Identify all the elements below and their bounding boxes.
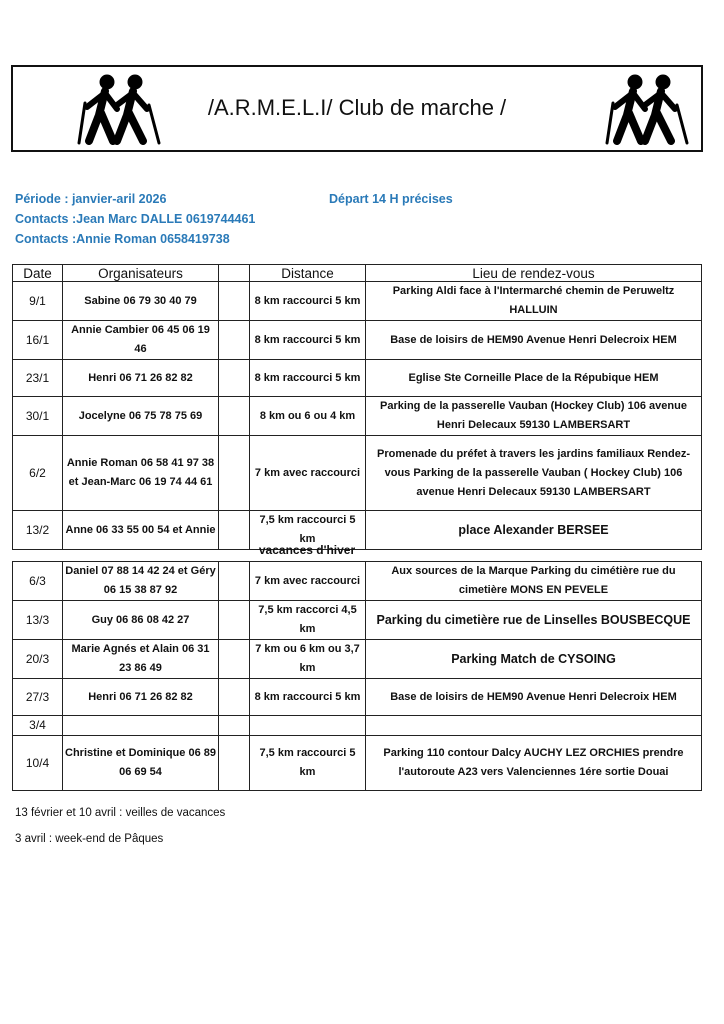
organisateur-cell: Annie Roman 06 58 41 97 38 et Jean-Marc … xyxy=(62,435,219,511)
distance-cell: 8 km ou 6 ou 4 km xyxy=(249,396,366,436)
blank-cell xyxy=(218,735,250,791)
distance-cell xyxy=(249,715,366,736)
contact-2: Contacts :Annie Roman 0658419738 xyxy=(15,232,230,246)
blank-cell xyxy=(218,600,250,640)
organisateur-cell: Jocelyne 06 75 78 75 69 xyxy=(62,396,219,436)
distance-cell: 8 km raccourci 5 km xyxy=(249,320,366,360)
lieu-cell: Base de loisirs de HEM90 Avenue Henri De… xyxy=(365,320,702,360)
table-row: 13/3 Guy 06 86 08 42 27 7,5 km raccorci 4,… xyxy=(12,600,702,640)
col-blank xyxy=(218,264,250,282)
blank-cell xyxy=(218,435,250,511)
schedule-table-2: 6/3 Daniel 07 88 14 42 24 et Géry 06 15 3… xyxy=(12,561,702,791)
schedule-table: Date Organisateurs Distance Lieu de rend… xyxy=(12,264,702,550)
page-title: /A.R.M.E.L.I/ Club de marche / xyxy=(207,95,507,120)
table-row: 30/1 Jocelyne 06 75 78 75 69 8 km ou 6 ou … xyxy=(12,396,702,436)
distance-cell: 7,5 km raccorci 4,5 km xyxy=(249,600,366,640)
lieu-cell xyxy=(365,715,702,736)
table-row: 3/4 xyxy=(12,715,702,736)
blank-cell xyxy=(218,510,250,550)
lieu-cell: Aux sources de la Marque Parking du cimé… xyxy=(365,561,702,601)
organisateur-cell: Annie Cambier 06 45 06 19 46 xyxy=(62,320,219,360)
table-row: 20/3 Marie Agnés et Alain 06 31 23 86 49 7… xyxy=(12,639,702,679)
distance-cell: 7 km avec raccourci xyxy=(249,435,366,511)
lieu-cell: Parking du cimetière rue de Linselles BO… xyxy=(365,600,702,640)
col-date: Date xyxy=(12,264,63,282)
col-lieu: Lieu de rendez-vous xyxy=(365,264,702,282)
blank-cell xyxy=(218,359,250,397)
distance-cell: 7 km ou 6 km ou 3,7 km xyxy=(249,639,366,679)
walkers-icon xyxy=(77,74,161,145)
table-row: 16/1 Annie Cambier 06 45 06 19 46 8 km rac… xyxy=(12,320,702,360)
date-cell: 6/3 xyxy=(12,561,63,601)
organisateur-cell: Daniel 07 88 14 42 24 et Géry 06 15 38 8… xyxy=(62,561,219,601)
date-cell: 13/2 xyxy=(12,510,63,550)
table-row: 6/2 Annie Roman 06 58 41 97 38 et Jean-Ma… xyxy=(12,435,702,511)
table-row: 27/3 Henri 06 71 26 82 82 8 km raccourci 5… xyxy=(12,678,702,716)
info-block: Période : janvier-aril 2026 Contacts :Je… xyxy=(15,189,255,249)
lieu-cell: Parking 110 contour Dalcy AUCHY LEZ ORCH… xyxy=(365,735,702,791)
col-organisateurs: Organisateurs xyxy=(62,264,219,282)
blank-cell xyxy=(218,281,250,321)
vacances-label: vacances d'hiver xyxy=(258,543,356,557)
date-cell: 27/3 xyxy=(12,678,63,716)
date-cell: 10/4 xyxy=(12,735,63,791)
walkers-icon xyxy=(605,74,689,145)
lieu-cell: Base de loisirs de HEM90 Avenue Henri De… xyxy=(365,678,702,716)
organisateur-cell: Christine et Dominique 06 89 06 69 54 xyxy=(62,735,219,791)
blank-cell xyxy=(218,320,250,360)
organisateur-cell: Marie Agnés et Alain 06 31 23 86 49 xyxy=(62,639,219,679)
organisateur-cell: Sabine 06 79 30 40 79 xyxy=(62,281,219,321)
lieu-cell: Parking Aldi face à l'Intermarché chemin… xyxy=(365,281,702,321)
date-cell: 20/3 xyxy=(12,639,63,679)
date-cell: 23/1 xyxy=(12,359,63,397)
title-box: /A.R.M.E.L.I/ Club de marche / xyxy=(11,65,703,152)
date-cell: 6/2 xyxy=(12,435,63,511)
blank-cell xyxy=(218,561,250,601)
distance-cell: 7,5 km raccourci 5 km xyxy=(249,510,366,550)
distance-cell: 7,5 km raccourci 5 km xyxy=(249,735,366,791)
date-cell: 9/1 xyxy=(12,281,63,321)
blank-cell xyxy=(218,396,250,436)
periode: Période : janvier-aril 2026 xyxy=(15,192,167,206)
distance-cell: 8 km raccourci 5 km xyxy=(249,281,366,321)
organisateur-cell xyxy=(62,715,219,736)
date-cell: 30/1 xyxy=(12,396,63,436)
lieu-cell: Eglise Ste Corneille Place de la Répubiq… xyxy=(365,359,702,397)
contact-1: Contacts :Jean Marc DALLE 0619744461 xyxy=(15,212,256,226)
table-row: 23/1 Henri 06 71 26 82 82 8 km raccourci 5… xyxy=(12,359,702,397)
lieu-cell: Parking de la passerelle Vauban (Hockey … xyxy=(365,396,702,436)
lieu-cell: Parking Match de CYSOING xyxy=(365,639,702,679)
organisateur-cell: Henri 06 71 26 82 82 xyxy=(62,359,219,397)
date-cell: 13/3 xyxy=(12,600,63,640)
lieu-cell: place Alexander BERSEE xyxy=(365,510,702,550)
lieu-cell: Promenade du préfet à travers les jardin… xyxy=(365,435,702,511)
col-distance: Distance xyxy=(249,264,366,282)
note: 3 avril : week-end de Pâques xyxy=(15,833,164,845)
date-cell: 3/4 xyxy=(12,715,63,736)
blank-cell xyxy=(218,678,250,716)
table-row: 6/3 Daniel 07 88 14 42 24 et Géry 06 15 3… xyxy=(12,561,702,601)
organisateur-cell: Anne 06 33 55 00 54 et Annie xyxy=(62,510,219,550)
distance-cell: 8 km raccourci 5 km xyxy=(249,678,366,716)
organisateur-cell: Henri 06 71 26 82 82 xyxy=(62,678,219,716)
depart-time: Départ 14 H précises xyxy=(329,192,453,206)
date-cell: 16/1 xyxy=(12,320,63,360)
table-row: 13/2 Anne 06 33 55 00 54 et Annie 7,5 km r… xyxy=(12,510,702,550)
blank-cell xyxy=(218,639,250,679)
distance-cell: 8 km raccourci 5 km xyxy=(249,359,366,397)
distance-cell: 7 km avec raccourci xyxy=(249,561,366,601)
table-row: 10/4 Christine et Dominique 06 89 06 69 5… xyxy=(12,735,702,791)
blank-cell xyxy=(218,715,250,736)
table-row: 9/1 Sabine 06 79 30 40 79 8 km raccourci 5… xyxy=(12,281,702,321)
note: 13 février et 10 avril : veilles de vaca… xyxy=(15,807,226,819)
organisateur-cell: Guy 06 86 08 42 27 xyxy=(62,600,219,640)
